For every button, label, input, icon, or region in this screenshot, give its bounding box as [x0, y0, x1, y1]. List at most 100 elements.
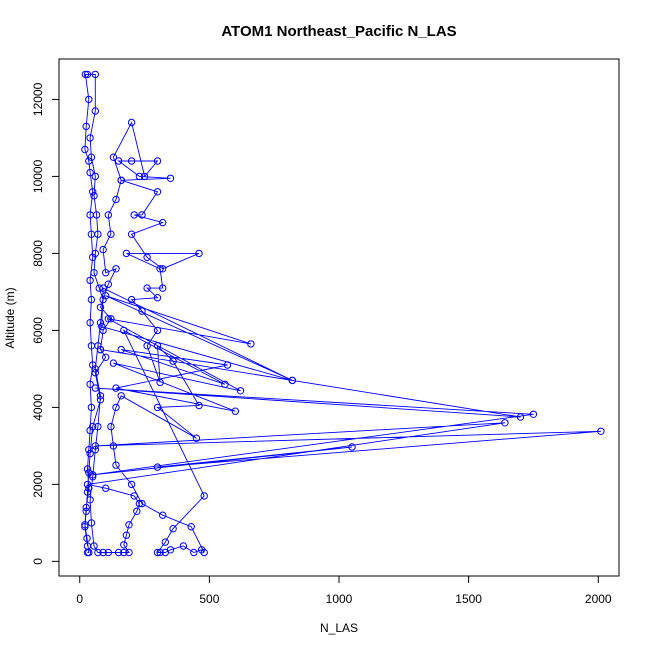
data-point: [98, 322, 106, 331]
data-point: [86, 426, 94, 435]
data-point: [99, 295, 107, 304]
data-point: [91, 384, 100, 392]
chart-title: ATOM1 Northeast_Pacific N_LAS: [221, 23, 456, 40]
y-tick-label: 8000: [31, 240, 45, 267]
data-point: [159, 218, 167, 227]
data-point: [127, 118, 136, 127]
data-point: [120, 541, 128, 549]
data-point: [96, 392, 105, 400]
data-point: [107, 230, 115, 238]
data-point: [127, 157, 136, 165]
data-point: [117, 392, 125, 400]
data-point: [99, 326, 107, 335]
data-point: [102, 269, 110, 277]
data-point: [104, 548, 113, 557]
data-point: [109, 359, 118, 367]
data-point: [107, 315, 115, 323]
data-point: [288, 376, 296, 385]
data-point: [86, 134, 94, 142]
data-point: [169, 357, 177, 365]
y-tick-label: 0: [31, 558, 45, 565]
series-line: [84, 73, 601, 553]
data-point: [125, 521, 133, 529]
data-point: [501, 419, 509, 427]
data-point: [87, 403, 96, 412]
data-point: [86, 449, 94, 458]
data-point: [85, 95, 93, 104]
data-point: [90, 269, 98, 277]
data-point: [153, 188, 162, 196]
data-point: [81, 145, 89, 154]
x-axis: 0 500 1000 1500 2000: [76, 576, 612, 606]
data-point: [85, 484, 93, 492]
data-point: [130, 492, 138, 500]
data-point: [87, 519, 96, 527]
data-point: [156, 378, 164, 387]
data-point: [91, 70, 100, 79]
data-point: [195, 401, 203, 410]
data-point: [91, 172, 100, 181]
series-layer: [81, 70, 605, 557]
data-point: [99, 245, 107, 254]
data-point: [117, 345, 125, 354]
x-tick-label: 1000: [326, 592, 353, 606]
data-point: [112, 195, 120, 204]
data-point: [516, 413, 525, 421]
data-point: [87, 295, 96, 304]
data-point: [87, 153, 96, 161]
data-point: [83, 480, 92, 489]
data-point: [138, 499, 146, 508]
data-point: [192, 434, 201, 442]
data-point: [82, 122, 90, 131]
data-point: [90, 192, 98, 200]
data-point: [127, 480, 136, 489]
y-tick-label: 10000: [31, 159, 45, 193]
data-point: [89, 422, 97, 431]
x-tick-label: 2000: [585, 592, 612, 606]
data-point: [89, 253, 97, 261]
data-point: [135, 172, 144, 181]
data-point: [112, 384, 120, 392]
x-tick-label: 500: [199, 592, 219, 606]
data-point: [91, 369, 100, 377]
data-point: [94, 230, 102, 238]
data-point: [135, 499, 144, 508]
data-point: [91, 442, 100, 450]
data-point: [166, 174, 175, 183]
data-point: [83, 534, 91, 542]
data-point: [140, 172, 149, 181]
data-point: [99, 548, 107, 557]
data-point: [102, 292, 110, 300]
data-point: [112, 403, 120, 412]
data-point: [94, 422, 102, 431]
y-tick-label: 12000: [31, 82, 45, 116]
data-point: [153, 157, 162, 165]
data-point: [89, 471, 97, 479]
data-point: [112, 461, 120, 469]
data-point: [153, 326, 162, 335]
data-point: [86, 276, 94, 285]
data-point: [81, 523, 89, 531]
data-point: [114, 157, 123, 165]
data-point: [190, 548, 198, 557]
data-point: [91, 446, 100, 454]
data-point: [94, 548, 102, 557]
data-point: [200, 492, 208, 500]
data-point: [179, 542, 188, 550]
data-point: [91, 249, 100, 258]
data-point: [130, 211, 138, 219]
data-point: [161, 538, 170, 546]
data-point: [143, 342, 151, 350]
data-point: [86, 380, 94, 388]
data-point: [122, 531, 131, 539]
data-point: [95, 284, 103, 292]
data-point: [86, 319, 94, 327]
data-point: [187, 523, 195, 531]
data-point: [117, 176, 125, 185]
data-point: [91, 107, 100, 115]
data-point: [83, 488, 92, 496]
y-tick-label: 6000: [31, 317, 45, 344]
data-point: [156, 265, 164, 273]
